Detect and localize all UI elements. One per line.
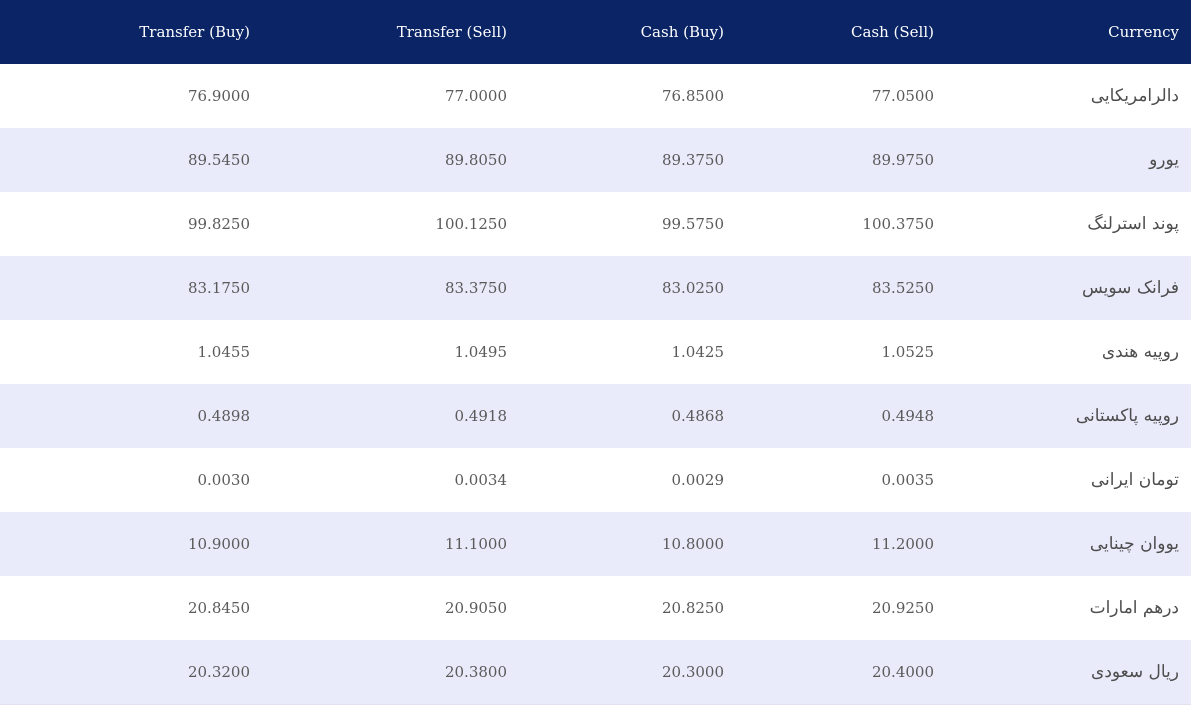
- transfer-buy-cell: 10.9000: [187, 535, 250, 553]
- cash-buy-cell: 83.0250: [661, 279, 724, 297]
- currency-name-cell: فرانک سویس: [1081, 278, 1179, 298]
- currency-name-cell: دالرامریکایی: [1090, 86, 1179, 106]
- header-cash-buy: Cash (Buy): [640, 23, 724, 41]
- table-row: 10.9000 11.1000 10.8000 11.2000 یووان چی…: [0, 512, 1191, 576]
- transfer-sell-cell: 100.1250: [435, 215, 507, 233]
- transfer-sell-cell: 20.9050: [444, 599, 507, 617]
- header-row: Transfer (Buy) Transfer (Sell) Cash (Buy…: [0, 0, 1191, 64]
- header-currency: Currency: [1108, 23, 1179, 41]
- cash-buy-cell: 76.8500: [661, 87, 724, 105]
- cash-sell-cell: 20.4000: [871, 662, 934, 681]
- transfer-buy-cell: 20.8450: [187, 599, 250, 617]
- cash-buy-cell: 10.8000: [661, 535, 724, 553]
- transfer-sell-cell: 20.3800: [444, 662, 507, 681]
- table-row: 0.0030 0.0034 0.0029 0.0035 تومان ایرانی: [0, 448, 1191, 512]
- transfer-sell-cell: 0.4918: [454, 407, 508, 425]
- currency-name-cell: پوند استرلنگ: [1087, 214, 1179, 234]
- transfer-buy-cell: 0.4898: [197, 407, 251, 425]
- cash-buy-cell: 0.4868: [671, 407, 725, 425]
- cash-buy-cell: 89.3750: [661, 151, 724, 169]
- table-header: Transfer (Buy) Transfer (Sell) Cash (Buy…: [0, 0, 1191, 64]
- transfer-buy-cell: 0.0030: [197, 471, 251, 489]
- currency-name-cell: یووان چینایی: [1089, 534, 1179, 554]
- cash-sell-cell: 0.4948: [881, 407, 935, 425]
- currency-name-cell: تومان ایرانی: [1090, 470, 1179, 490]
- currency-name-cell: روپیه هندی: [1101, 342, 1179, 362]
- transfer-sell-cell: 0.0034: [454, 471, 508, 489]
- cash-sell-cell: 77.0500: [871, 87, 934, 105]
- cash-sell-cell: 20.9250: [871, 599, 934, 617]
- table-row: 20.8450 20.9050 20.8250 20.9250 درهم اما…: [0, 576, 1191, 640]
- transfer-sell-cell: 11.1000: [444, 535, 507, 553]
- cash-sell-cell: 0.0035: [881, 471, 935, 489]
- table-row: 83.1750 83.3750 83.0250 83.5250 فرانک سو…: [0, 256, 1191, 320]
- currency-name-cell: درهم امارات: [1089, 598, 1179, 618]
- table-row: 0.4898 0.4918 0.4868 0.4948 روپیه پاکستا…: [0, 384, 1191, 448]
- cash-sell-cell: 1.0525: [881, 343, 935, 361]
- currency-name-cell: روپیه پاکستانی: [1075, 406, 1179, 426]
- table-row: 1.0455 1.0495 1.0425 1.0525 روپیه هندی: [0, 320, 1191, 384]
- transfer-buy-cell: 89.5450: [187, 151, 250, 169]
- header-transfer-sell: Transfer (Sell): [396, 23, 507, 41]
- cash-sell-cell: 83.5250: [871, 279, 934, 297]
- currency-name-cell: ریال سعودی: [1091, 661, 1179, 682]
- cash-sell-cell: 89.9750: [871, 151, 934, 169]
- cash-sell-cell: 11.2000: [871, 535, 934, 553]
- table-row: 89.5450 89.8050 89.3750 89.9750 یورو: [0, 128, 1191, 192]
- cash-buy-cell: 1.0425: [671, 343, 725, 361]
- cash-buy-cell: 99.5750: [661, 215, 724, 233]
- currency-name-cell: یورو: [1149, 150, 1179, 170]
- transfer-sell-cell: 77.0000: [444, 87, 507, 105]
- transfer-sell-cell: 89.8050: [444, 151, 507, 169]
- transfer-buy-cell: 99.8250: [187, 215, 250, 233]
- transfer-buy-cell: 20.3200: [187, 662, 250, 681]
- transfer-buy-cell: 76.9000: [187, 87, 250, 105]
- cash-buy-cell: 20.8250: [661, 599, 724, 617]
- table-row: 76.9000 77.0000 76.8500 77.0500 دالرامری…: [0, 64, 1191, 128]
- transfer-sell-cell: 1.0495: [454, 343, 508, 361]
- transfer-sell-cell: 83.3750: [444, 279, 507, 297]
- cash-sell-cell: 100.3750: [862, 215, 934, 233]
- cash-buy-cell: 0.0029: [671, 471, 725, 489]
- table-row: 20.3200 20.3800 20.3000 20.4000 ریال سعو…: [0, 640, 1191, 704]
- transfer-buy-cell: 83.1750: [187, 279, 250, 297]
- header-cash-sell: Cash (Sell): [851, 23, 934, 41]
- table-body: 76.9000 77.0000 76.8500 77.0500 دالرامری…: [0, 64, 1191, 704]
- cash-buy-cell: 20.3000: [661, 662, 724, 681]
- transfer-buy-cell: 1.0455: [197, 343, 251, 361]
- header-transfer-buy: Transfer (Buy): [139, 23, 250, 41]
- table-row: 99.8250 100.1250 99.5750 100.3750 پوند ا…: [0, 192, 1191, 256]
